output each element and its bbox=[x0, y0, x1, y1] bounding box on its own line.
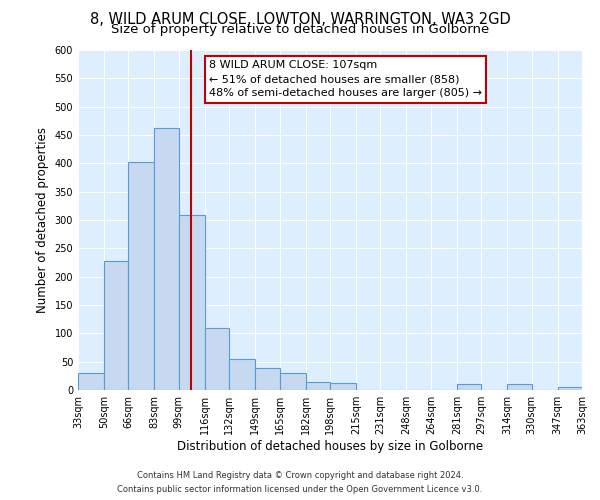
Bar bbox=[179, 216, 205, 390]
X-axis label: Distribution of detached houses by size in Golborne: Distribution of detached houses by size … bbox=[177, 440, 483, 453]
Text: Size of property relative to detached houses in Golborne: Size of property relative to detached ho… bbox=[111, 22, 489, 36]
Bar bbox=[507, 384, 532, 390]
Text: 8, WILD ARUM CLOSE, LOWTON, WARRINGTON, WA3 2GD: 8, WILD ARUM CLOSE, LOWTON, WARRINGTON, … bbox=[89, 12, 511, 28]
Bar bbox=[305, 382, 330, 390]
Y-axis label: Number of detached properties: Number of detached properties bbox=[36, 127, 49, 313]
Bar bbox=[255, 368, 280, 390]
Bar bbox=[104, 261, 128, 390]
Bar bbox=[205, 328, 229, 390]
Bar bbox=[330, 383, 356, 390]
Text: 8 WILD ARUM CLOSE: 107sqm
← 51% of detached houses are smaller (858)
48% of semi: 8 WILD ARUM CLOSE: 107sqm ← 51% of detac… bbox=[209, 60, 482, 98]
Bar bbox=[78, 373, 104, 390]
Bar bbox=[280, 373, 305, 390]
Bar bbox=[154, 128, 179, 390]
Bar bbox=[229, 359, 255, 390]
Bar bbox=[128, 162, 154, 390]
Bar bbox=[457, 384, 481, 390]
Bar bbox=[557, 387, 582, 390]
Text: Contains HM Land Registry data © Crown copyright and database right 2024.
Contai: Contains HM Land Registry data © Crown c… bbox=[118, 472, 482, 494]
